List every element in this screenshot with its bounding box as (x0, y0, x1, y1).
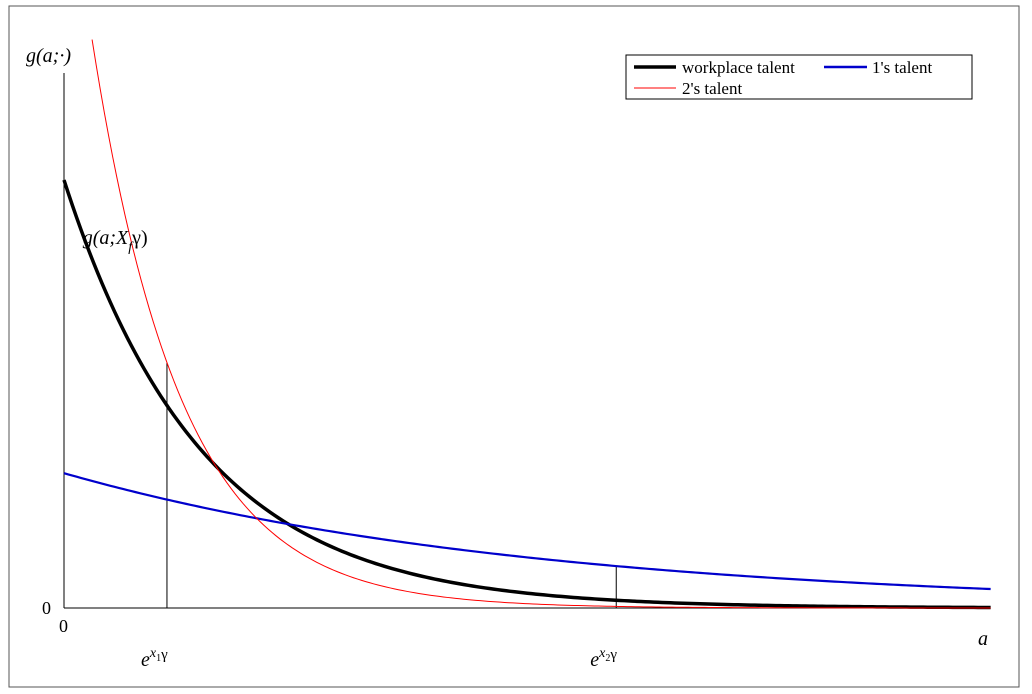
y-zero-label: 0 (42, 598, 51, 618)
x-tick-label-sup: x (598, 646, 606, 661)
x-tick-label-sup: x (149, 646, 157, 661)
legend-label-1s-talent: 1's talent (872, 58, 932, 77)
annotation-subscript: f (128, 240, 134, 255)
x-zero-label: 0 (59, 616, 68, 636)
outer-frame (8, 5, 1020, 688)
x-tick-label-tail: γ (160, 647, 168, 663)
x-tick-group: ex1γ ex2γ (141, 362, 617, 671)
x-tick-label-base: e (141, 649, 150, 671)
x-tick-label-tail: γ (609, 647, 617, 663)
y-axis-label: g(a;·) (26, 45, 71, 67)
x-tick-label-1: ex1γ (141, 646, 168, 671)
curve-annotation: g(a;Xfγ) (83, 227, 148, 255)
legend-label-workplace-talent: workplace talent (682, 58, 795, 77)
series-line-1-s-talent (63, 472, 991, 591)
annotation-suffix: γ) (131, 227, 148, 249)
series-group (62, 39, 991, 610)
series-line-workplace-talent (62, 179, 991, 610)
annotation-prefix: g(a;X (83, 227, 129, 249)
legend: workplace talent 1's talent 2's talent (625, 54, 973, 100)
legend-box (625, 54, 973, 100)
legend-label-2s-talent: 2's talent (682, 79, 742, 98)
series-line-2-s-talent (91, 39, 991, 609)
x-tick-label-base: e (590, 649, 599, 671)
x-tick-label-sub: 1 (156, 653, 161, 664)
x-tick-label-sub: 2 (605, 653, 610, 664)
x-axis-label: a (978, 628, 988, 650)
x-tick-label-2: ex2γ (590, 646, 617, 671)
